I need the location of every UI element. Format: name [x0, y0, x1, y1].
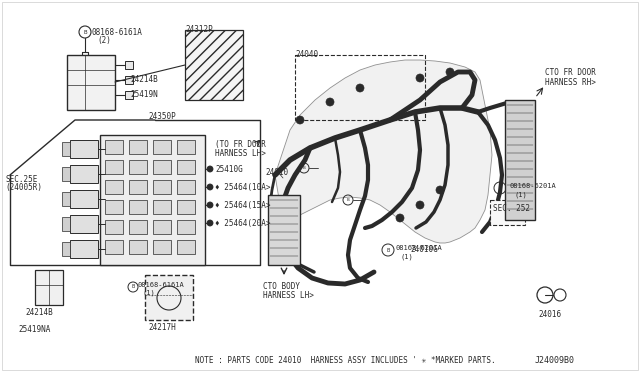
Text: 24217H: 24217H — [148, 323, 176, 332]
Bar — [153, 240, 171, 254]
Text: ♦ 25464(20A>: ♦ 25464(20A> — [215, 219, 271, 228]
Text: 08168-6161A: 08168-6161A — [92, 28, 143, 37]
Text: (2): (2) — [97, 36, 111, 45]
Bar — [70, 215, 98, 233]
Text: B: B — [347, 198, 349, 202]
Bar — [70, 240, 98, 258]
Text: (24005R): (24005R) — [5, 183, 42, 192]
Bar — [145, 275, 193, 320]
Bar — [177, 220, 195, 234]
Bar — [153, 180, 171, 194]
Circle shape — [436, 186, 444, 194]
Bar — [177, 180, 195, 194]
Bar — [185, 30, 243, 100]
Text: SEC.25E: SEC.25E — [5, 175, 37, 184]
Bar — [153, 160, 171, 174]
Bar — [129, 140, 147, 154]
Text: 24312P: 24312P — [185, 25, 212, 34]
Bar — [105, 200, 123, 214]
Bar — [105, 240, 123, 254]
Text: HARNESS LH>: HARNESS LH> — [215, 149, 266, 158]
Bar — [177, 240, 195, 254]
Text: 24040: 24040 — [295, 50, 318, 59]
Bar — [62, 167, 70, 181]
Text: 24214B: 24214B — [130, 75, 157, 84]
Text: CTO BODY: CTO BODY — [263, 282, 300, 291]
Text: 24214B: 24214B — [25, 308, 52, 317]
Bar — [105, 160, 123, 174]
Text: HARNESS RH>: HARNESS RH> — [545, 78, 596, 87]
Bar — [70, 140, 98, 158]
Text: B: B — [303, 166, 305, 170]
Text: 24010: 24010 — [265, 168, 288, 177]
Circle shape — [296, 116, 304, 124]
Text: B: B — [83, 29, 87, 35]
Bar — [62, 217, 70, 231]
Bar — [105, 220, 123, 234]
Bar — [105, 180, 123, 194]
Circle shape — [446, 68, 454, 76]
Circle shape — [207, 220, 213, 226]
Text: B: B — [387, 247, 390, 253]
Bar — [295, 55, 425, 120]
Text: 25410G: 25410G — [215, 165, 243, 174]
Bar — [125, 91, 133, 99]
Bar — [62, 142, 70, 156]
Text: 24010G: 24010G — [410, 245, 438, 254]
Text: CTO FR DOOR: CTO FR DOOR — [545, 68, 596, 77]
Circle shape — [416, 201, 424, 209]
Circle shape — [207, 166, 213, 172]
Bar — [100, 135, 205, 265]
Text: ♦ 25464(10A>: ♦ 25464(10A> — [215, 183, 271, 192]
Text: 24016: 24016 — [538, 310, 561, 319]
Bar — [153, 220, 171, 234]
Circle shape — [326, 98, 334, 106]
Bar — [129, 160, 147, 174]
Bar — [67, 55, 115, 110]
Bar — [129, 200, 147, 214]
Text: SEC. 252: SEC. 252 — [493, 204, 530, 213]
Bar — [490, 200, 525, 225]
Text: 24350P: 24350P — [148, 112, 176, 121]
Bar — [62, 242, 70, 256]
Bar — [129, 220, 147, 234]
Text: 08168-6161A: 08168-6161A — [138, 282, 185, 288]
Bar — [35, 270, 63, 305]
Text: (1): (1) — [401, 254, 413, 260]
Circle shape — [207, 184, 213, 190]
Text: NOTE : PARTS CODE 24010  HARNESS ASSY INCLUDES ' ✳ *MARKED PARTS.: NOTE : PARTS CODE 24010 HARNESS ASSY INC… — [195, 356, 495, 365]
Circle shape — [356, 84, 364, 92]
Bar — [129, 180, 147, 194]
Bar — [70, 165, 98, 183]
Bar — [177, 200, 195, 214]
Bar — [62, 192, 70, 206]
Circle shape — [416, 74, 424, 82]
Bar — [129, 240, 147, 254]
Text: B: B — [499, 186, 502, 190]
Text: B: B — [131, 285, 134, 289]
Circle shape — [207, 202, 213, 208]
Text: ♦ 25464(15A>: ♦ 25464(15A> — [215, 201, 271, 210]
Bar — [125, 61, 133, 69]
Text: (1): (1) — [514, 192, 527, 199]
Bar — [177, 160, 195, 174]
Bar — [268, 195, 300, 265]
Text: 08168-6201A: 08168-6201A — [396, 245, 443, 251]
Text: 08168-6201A: 08168-6201A — [509, 183, 556, 189]
Bar — [153, 140, 171, 154]
Bar — [70, 190, 98, 208]
Bar — [505, 100, 535, 220]
Bar — [177, 140, 195, 154]
Bar — [125, 76, 133, 84]
Circle shape — [396, 214, 404, 222]
Bar — [153, 200, 171, 214]
Text: 25419N: 25419N — [130, 90, 157, 99]
Text: J24009B0: J24009B0 — [535, 356, 575, 365]
Text: (1): (1) — [143, 290, 156, 296]
Polygon shape — [275, 60, 492, 243]
Text: 25419NA: 25419NA — [18, 325, 51, 334]
Bar — [105, 140, 123, 154]
Text: (TO FR DOOR: (TO FR DOOR — [215, 140, 266, 149]
Text: HARNESS LH>: HARNESS LH> — [263, 291, 314, 300]
